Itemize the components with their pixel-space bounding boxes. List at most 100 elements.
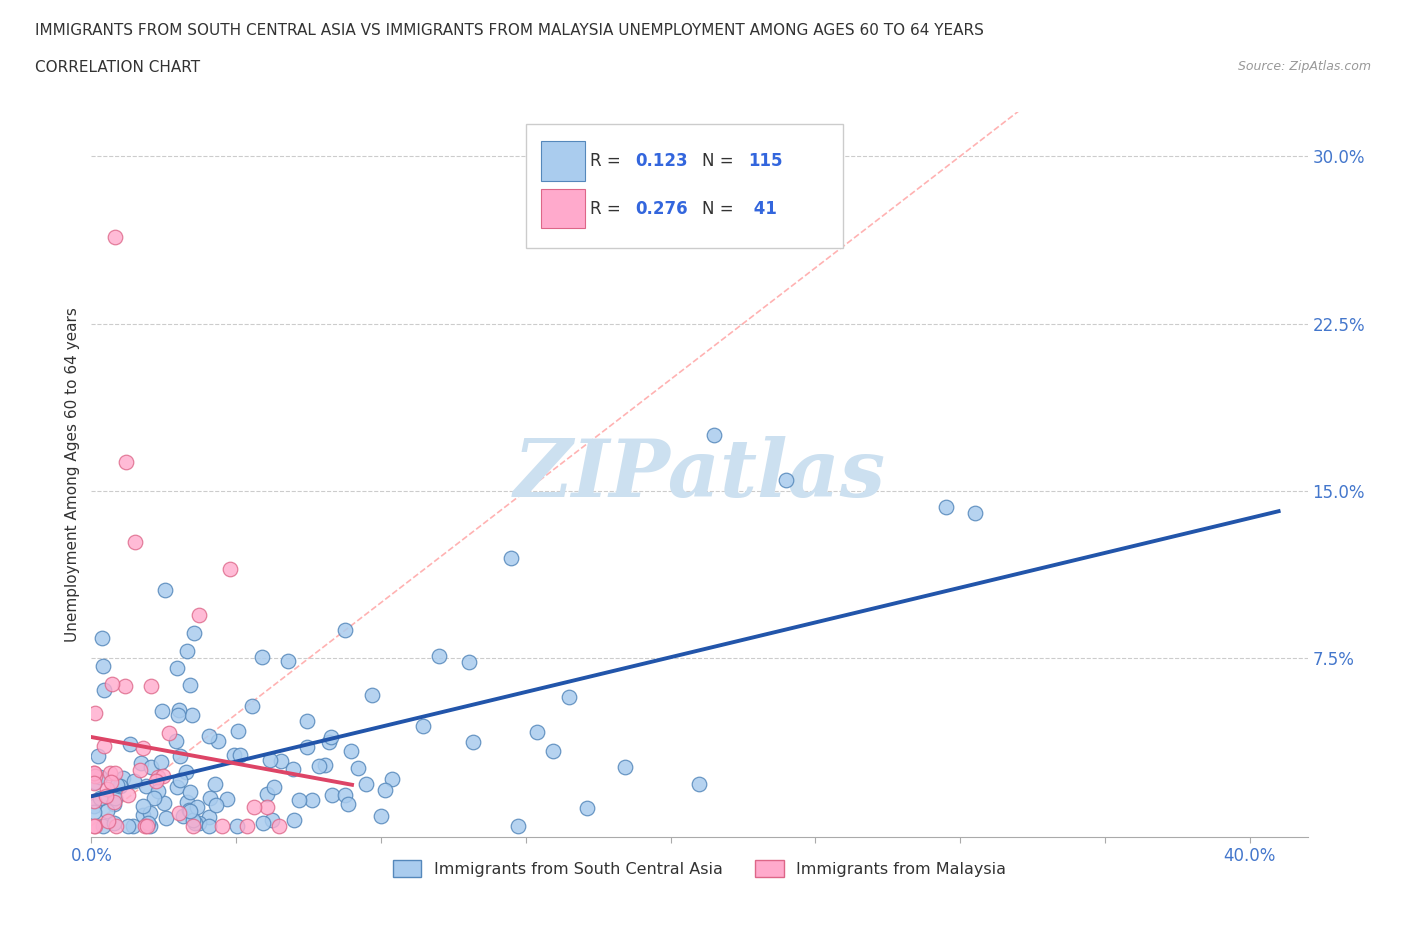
Point [224, 748, 246, 763]
Point [93, 738, 115, 753]
Point [105, 777, 128, 792]
Point [688, 777, 710, 791]
Point [132, 740, 155, 755]
Point [347, 760, 370, 775]
Point [167, 708, 190, 723]
Point [148, 783, 170, 798]
Point [91, 818, 114, 833]
Point [89, 790, 111, 805]
Point [333, 788, 356, 803]
Point [155, 810, 177, 825]
Point [198, 728, 221, 743]
Text: CORRELATION CHART: CORRELATION CHART [35, 60, 200, 75]
Point [103, 797, 125, 812]
Point [314, 758, 336, 773]
Text: IMMIGRANTS FROM SOUTH CENTRAL ASIA VS IMMIGRANTS FROM MALAYSIA UNEMPLOYMENT AMON: IMMIGRANTS FROM SOUTH CENTRAL ASIA VS IM… [35, 23, 984, 38]
Point [172, 808, 194, 823]
Point [374, 782, 396, 797]
Point [337, 797, 360, 812]
Point [339, 744, 361, 759]
Text: 115: 115 [748, 152, 783, 170]
Text: Source: ZipAtlas.com: Source: ZipAtlas.com [1237, 60, 1371, 73]
Y-axis label: Unemployment Among Ages 60 to 64 years: Unemployment Among Ages 60 to 64 years [65, 307, 80, 642]
Point [252, 816, 274, 830]
FancyBboxPatch shape [526, 124, 844, 248]
Point [256, 799, 278, 814]
Point [114, 678, 136, 693]
Point [215, 791, 238, 806]
Point [83, 765, 105, 780]
Point [118, 737, 141, 751]
Point [501, 551, 523, 565]
Point [229, 748, 252, 763]
Point [166, 660, 188, 675]
Point [103, 816, 125, 830]
Point [301, 792, 323, 807]
Point [103, 794, 125, 809]
Point [288, 792, 311, 807]
Point [506, 818, 529, 833]
Point [250, 650, 273, 665]
Point [526, 724, 548, 739]
Point [149, 755, 172, 770]
Point [93, 683, 115, 698]
Point [146, 770, 169, 785]
Point [703, 428, 725, 443]
Point [98, 765, 121, 780]
Point [83, 818, 105, 833]
Point [101, 676, 124, 691]
Point [277, 654, 299, 669]
Point [108, 778, 131, 793]
Point [84, 706, 107, 721]
Point [129, 755, 152, 770]
Point [198, 809, 221, 824]
Point [204, 798, 226, 813]
Point [219, 562, 242, 577]
Text: 0.276: 0.276 [636, 200, 688, 218]
Point [281, 762, 304, 777]
Point [321, 788, 343, 803]
Point [83, 799, 105, 814]
Point [188, 607, 211, 622]
Point [543, 743, 565, 758]
Point [136, 816, 159, 830]
Point [169, 749, 191, 764]
Point [283, 813, 305, 828]
Point [117, 818, 139, 833]
Point [295, 713, 318, 728]
Point [134, 818, 156, 833]
Point [267, 818, 290, 833]
Point [104, 790, 127, 805]
Point [614, 759, 637, 774]
Point [187, 816, 209, 830]
Point [112, 770, 135, 785]
Point [132, 807, 155, 822]
Point [142, 790, 165, 805]
Point [103, 229, 125, 244]
Point [96, 781, 118, 796]
Point [259, 753, 281, 768]
Point [122, 818, 145, 833]
Point [83, 804, 105, 819]
Point [145, 774, 167, 789]
Point [91, 631, 114, 645]
Point [166, 779, 188, 794]
Point [134, 778, 156, 793]
Point [153, 583, 176, 598]
Point [167, 703, 190, 718]
Point [169, 772, 191, 787]
Point [103, 766, 125, 781]
Point [381, 772, 404, 787]
Text: R =: R = [591, 152, 621, 170]
Point [139, 805, 162, 820]
Point [136, 818, 159, 833]
Point [558, 689, 581, 704]
Point [256, 787, 278, 802]
Point [141, 759, 163, 774]
Point [179, 804, 201, 818]
Point [83, 818, 105, 833]
Point [150, 704, 173, 719]
Point [84, 775, 107, 790]
Point [211, 818, 233, 833]
Point [463, 735, 485, 750]
